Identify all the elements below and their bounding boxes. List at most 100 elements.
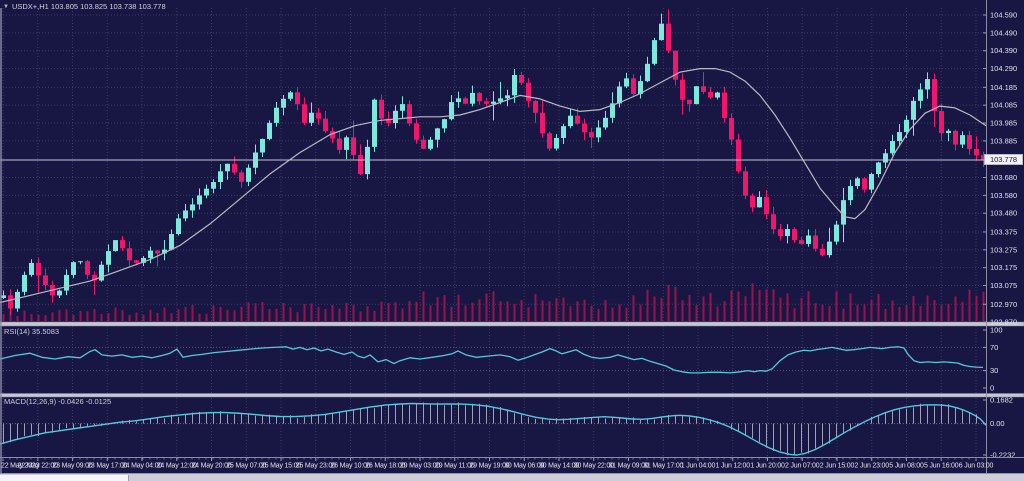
volume-bar — [352, 304, 355, 321]
volume-bar — [947, 303, 950, 321]
candle-body — [470, 92, 475, 104]
candle-body — [183, 210, 188, 219]
candle-body — [813, 235, 818, 249]
time-axis-label: 26 May 18:00 — [365, 463, 405, 470]
candle-body — [400, 104, 405, 111]
volume-bar — [625, 307, 628, 321]
volume-bar — [345, 302, 348, 321]
volume-bar — [905, 305, 908, 321]
volume-bar — [884, 309, 887, 321]
candle-body — [211, 182, 216, 189]
candle-body — [904, 119, 909, 133]
price-axis-label: 103.985 — [990, 119, 1017, 128]
candle-body — [498, 98, 503, 102]
volume-bar — [289, 307, 292, 321]
rsi-line — [0, 346, 984, 374]
volume-bar — [590, 305, 593, 321]
volume-bar — [667, 284, 670, 321]
candle-body — [351, 137, 356, 155]
candle-body — [36, 262, 41, 276]
time-axis-label: 25 May 23:00 — [296, 463, 336, 470]
volume-bar — [940, 304, 943, 321]
volume-bar — [709, 292, 712, 321]
volume-bar — [898, 306, 901, 321]
volume-bar — [296, 312, 299, 321]
candle-body — [736, 139, 741, 172]
candle-body — [246, 167, 251, 182]
candle-body — [29, 262, 34, 275]
volume-bar — [919, 305, 922, 321]
candle-body — [722, 92, 727, 118]
symbol-dropdown-icon[interactable]: ▼ — [3, 3, 9, 10]
candle-body — [127, 248, 132, 261]
candle-body — [260, 138, 265, 153]
volume-bar — [464, 305, 467, 321]
candle-body — [372, 99, 377, 147]
volume-bar — [450, 306, 453, 321]
rsi-axis-label: 100 — [990, 326, 1003, 335]
candle-body — [785, 229, 790, 237]
candle-body — [64, 274, 69, 291]
time-axis-label: 25 May 15:00 — [261, 463, 301, 470]
candle-body — [631, 78, 636, 94]
candle-body — [267, 122, 272, 139]
candle-body — [911, 100, 916, 120]
candle-body — [554, 137, 559, 149]
candle-body — [113, 240, 118, 252]
candle-body — [155, 250, 160, 254]
rsi-indicator-label: RSI(14) 35.5083 — [4, 327, 60, 336]
price-axis-label: 104.085 — [990, 101, 1017, 110]
volume-bar — [149, 309, 152, 321]
candle-body — [57, 290, 62, 296]
candle-body — [309, 112, 314, 123]
candle-body — [708, 91, 713, 98]
candle-body — [456, 98, 461, 103]
candle-body — [953, 130, 958, 145]
candle-body — [190, 204, 195, 211]
candle-body — [680, 79, 685, 100]
scrollbar-thumb[interactable] — [0, 475, 129, 481]
price-axis-label: 104.290 — [990, 64, 1017, 73]
volume-bar — [926, 295, 929, 321]
candle-body — [890, 141, 895, 154]
rsi-panel — [0, 346, 986, 374]
candle-body — [673, 50, 678, 80]
volume-bar — [527, 307, 530, 321]
macd-axis-label: 0.00 — [990, 419, 1005, 428]
volume-bar — [457, 294, 460, 321]
candle-body — [323, 118, 328, 132]
rsi-axis-label: 30 — [990, 366, 998, 375]
volume-bar — [793, 308, 796, 321]
volume-bar — [121, 310, 124, 321]
price-axis-label: 103.275 — [990, 245, 1017, 254]
time-axis-label: 6 Jun 03:00 — [959, 463, 994, 470]
candle-body — [687, 99, 692, 105]
candle-body — [295, 92, 300, 105]
volume-bar — [401, 308, 404, 321]
price-axis-label: 103.075 — [990, 281, 1017, 290]
panel-separators — [0, 321, 1024, 398]
time-axis-label: 31 May 17:00 — [643, 463, 683, 470]
volume-bar — [30, 314, 33, 321]
candle-body — [414, 123, 419, 140]
volume-bar — [541, 300, 544, 321]
candle-body — [358, 154, 363, 175]
volume-bar — [191, 304, 194, 321]
volume-bar — [772, 289, 775, 321]
candle-body — [197, 195, 202, 205]
candle-body — [939, 111, 944, 134]
candle-body — [841, 200, 846, 225]
candle-body — [162, 249, 167, 254]
volume-bar — [821, 304, 824, 321]
horizontal-scrollbar[interactable] — [0, 473, 1024, 481]
current-price-tag: 103.778 — [984, 154, 1023, 165]
volume-bar — [639, 304, 642, 321]
volume-bar — [695, 305, 698, 321]
volume-bar — [177, 309, 180, 321]
price-axis-label: 102.970 — [990, 300, 1017, 309]
candle-body — [449, 102, 454, 120]
volume-bar — [163, 307, 166, 321]
time-axis-label: 22 May 22:00 — [18, 463, 58, 470]
